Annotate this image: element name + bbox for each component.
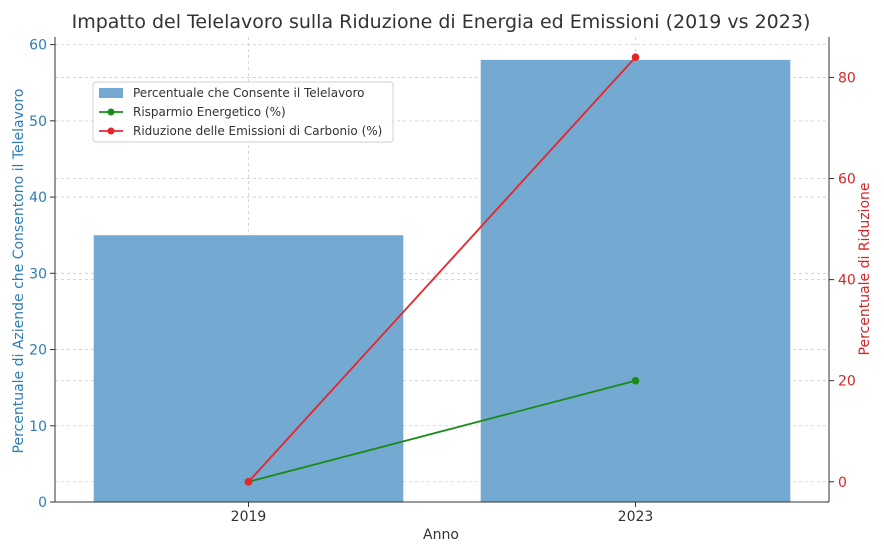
legend-swatch-bar bbox=[99, 88, 123, 98]
axes: 0 10 20 30 40 50 60 0 20 40 60 80 2019 2023 bbox=[29, 37, 856, 525]
series-point bbox=[631, 376, 640, 385]
series-point bbox=[631, 53, 640, 62]
y-left-tick-label: 60 bbox=[29, 38, 47, 54]
y-left-tick-label: 10 bbox=[29, 419, 47, 435]
y-left-tick-label: 0 bbox=[38, 495, 47, 511]
x-axis-label: Anno bbox=[423, 527, 459, 543]
x-tick-label: 2019 bbox=[231, 509, 267, 525]
series-point bbox=[244, 477, 253, 486]
legend-swatch-marker bbox=[107, 108, 115, 116]
y-right-tick-label: 40 bbox=[838, 273, 856, 289]
x-tick-label: 2023 bbox=[618, 509, 654, 525]
legend-frame bbox=[92, 81, 394, 143]
bars bbox=[93, 59, 791, 503]
legend-entry: Riduzione delle Emissioni di Carbonio (%… bbox=[133, 124, 382, 138]
legend: Percentuale che Consente il Telelavoro Ri… bbox=[92, 81, 394, 143]
y-right-tick-label: 0 bbox=[838, 475, 847, 491]
y-right-tick-label: 60 bbox=[838, 172, 856, 188]
y-right-tick-label: 20 bbox=[838, 374, 856, 390]
y-left-tick-label: 50 bbox=[29, 114, 47, 130]
y-right-tick-label: 80 bbox=[838, 70, 856, 86]
legend-entry: Risparmio Energetico (%) bbox=[133, 105, 286, 119]
bar-2019 bbox=[93, 235, 404, 502]
chart-title: Impatto del Telelavoro sulla Riduzione d… bbox=[72, 11, 811, 33]
y-left-tick-label: 40 bbox=[29, 190, 47, 206]
series-line bbox=[247, 56, 637, 483]
y-axis-left-label: Percentuale di Aziende che Consentono il… bbox=[11, 89, 27, 454]
series-line bbox=[248, 379, 636, 483]
legend-entry: Percentuale che Consente il Telelavoro bbox=[133, 86, 365, 100]
bar-2023 bbox=[480, 59, 791, 503]
y-left-tick-label: 30 bbox=[29, 266, 47, 282]
y-left-tick-label: 20 bbox=[29, 343, 47, 359]
series-lines bbox=[244, 53, 640, 486]
legend-swatch-marker bbox=[107, 127, 115, 135]
y-axis-right-label: Percentuale di Riduzione bbox=[857, 183, 873, 356]
